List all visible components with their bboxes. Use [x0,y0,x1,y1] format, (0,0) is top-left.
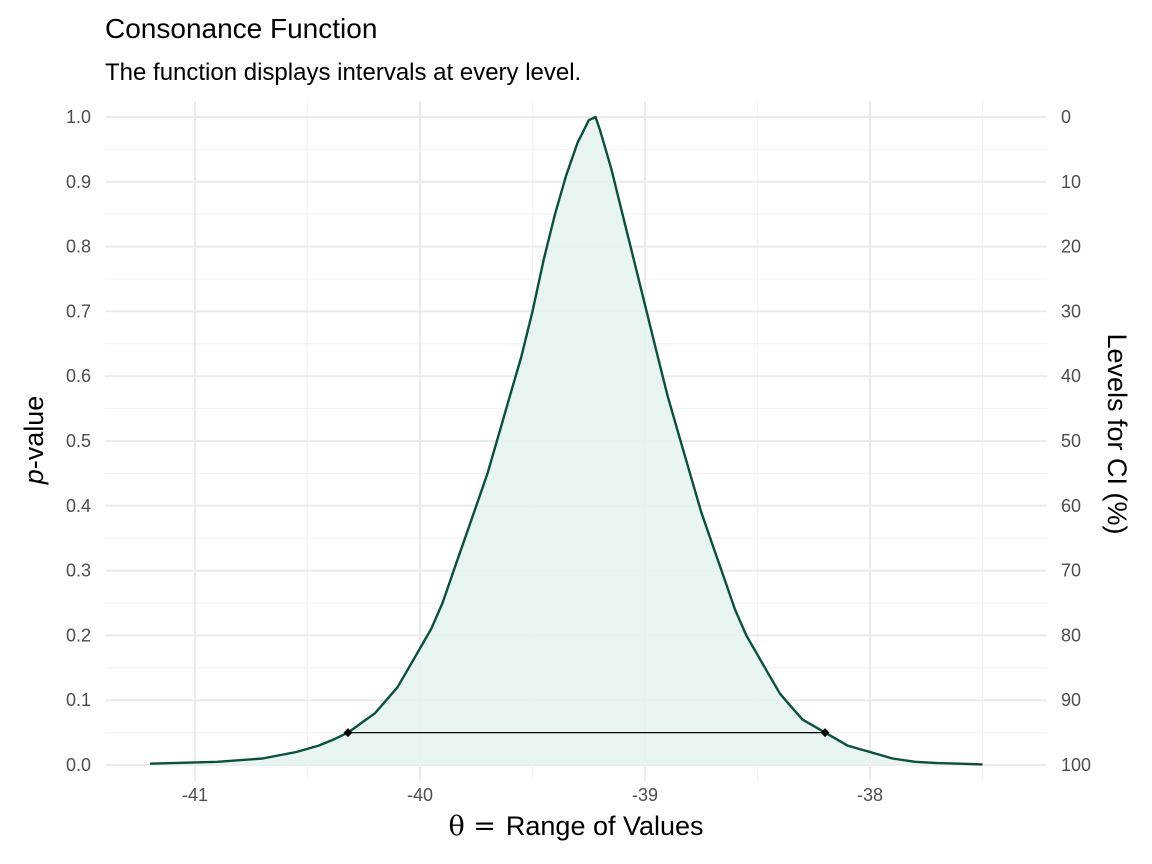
x-tick-label: -38 [857,785,883,805]
y-tick-label: 0.8 [66,237,91,257]
y-tick-label: 0.2 [66,625,91,645]
y-tick-label: 0.7 [66,301,91,321]
y2-tick-label: 80 [1061,625,1081,645]
y2-tick-label: 60 [1061,496,1081,516]
y-tick-label: 0.4 [66,496,91,516]
y-tick-label: 0.3 [66,561,91,581]
y2-tick-label: 40 [1061,366,1081,386]
y-tick-label: 1.0 [66,107,91,127]
y2-tick-label: 90 [1061,690,1081,710]
chart-title: Consonance Function [105,13,377,44]
y-tick-label: 0.0 [66,755,91,775]
x-axis-label: Range of Values [506,811,704,841]
y2-tick-label: 70 [1061,561,1081,581]
x-tick-label: -40 [407,785,433,805]
y2-tick-label: 100 [1061,755,1091,775]
x-axis-symbol: θ = [448,811,495,842]
y2-tick-label: 30 [1061,301,1081,321]
y2-tick-label: 0 [1061,107,1071,127]
x-tick-label: -39 [632,785,658,805]
x-tick-label: -41 [182,785,208,805]
y2-tick-label: 20 [1061,237,1081,257]
consonance-curve [149,115,983,766]
y-tick-label: 0.5 [66,431,91,451]
plot-area [149,115,983,766]
interval-lower-point [343,728,353,738]
curve-fill-area [150,117,983,765]
y-axis-title: p-value [19,396,49,486]
y-axis-label: -value [19,396,49,470]
chart-subtitle: The function displays intervals at every… [105,59,581,86]
y2-tick-label: 50 [1061,431,1081,451]
y-tick-label: 0.1 [66,690,91,710]
y-axis-italic: p [19,469,49,485]
y-tick-label: 0.9 [66,172,91,192]
y2-tick-label: 10 [1061,172,1081,192]
interval-upper-point [820,728,830,738]
x-axis-title: θ = Range of Values [448,811,703,842]
y2-axis-title: Levels for CI (%) [1102,333,1132,534]
y-tick-label: 0.6 [66,366,91,386]
